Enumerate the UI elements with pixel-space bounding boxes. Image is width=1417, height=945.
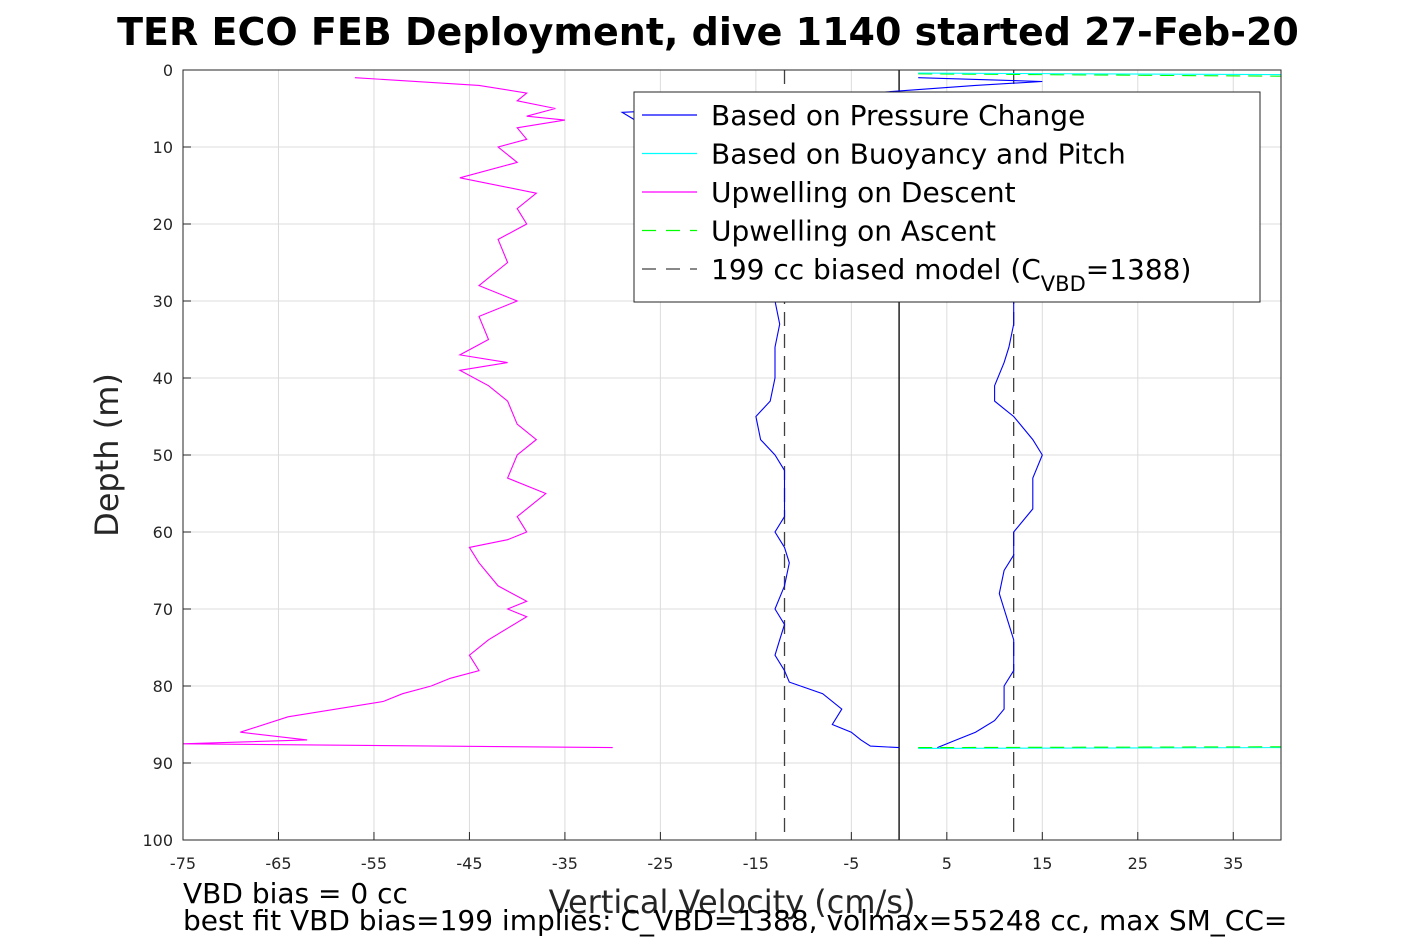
y-tick-labels: 0 10 20 30 40 50 60 70 80 90 100 [142, 61, 173, 850]
y-axis-label: Depth (m) [88, 373, 126, 537]
y-tick-label: 10 [153, 138, 173, 157]
x-tick-label: 15 [1032, 854, 1052, 873]
legend-label: 199 cc biased model (CVBD=1388) [711, 253, 1191, 296]
legend-label: Based on Pressure Change [711, 99, 1085, 132]
y-tick-label: 40 [153, 369, 173, 388]
y-tick-label: 60 [153, 523, 173, 542]
legend-box [633, 91, 1261, 303]
x-tick-label: -35 [552, 854, 578, 873]
x-tick-label: 35 [1223, 854, 1243, 873]
legend-label-subscript: VBD [1041, 272, 1086, 296]
y-tick-label: 80 [153, 677, 173, 696]
x-tick-label: -55 [361, 854, 387, 873]
legend-label: Upwelling on Descent [711, 176, 1016, 209]
x-tick-label: -5 [843, 854, 859, 873]
x-tick-label: 5 [942, 854, 952, 873]
x-tick-label: -45 [456, 854, 482, 873]
x-tick-label: 25 [1128, 854, 1148, 873]
series-lines [182, 72, 1282, 749]
x-tick-label: -75 [170, 854, 196, 873]
x-axis-label: Vertical Velocity (cm/s) [549, 883, 916, 921]
y-tick-label: 100 [142, 831, 173, 850]
legend-label: Based on Buoyancy and Pitch [711, 138, 1126, 171]
x-tick-label: -65 [265, 854, 291, 873]
series-line-buoyancy_pitch [918, 747, 1282, 749]
x-tick-labels: -75 -65 -55 -45 -35 -25 -15 -5 5 15 25 35 [170, 854, 1244, 873]
series-line-pressure_ascent [937, 301, 1043, 749]
chart-title: TER ECO FEB Deployment, dive 1140 starte… [117, 10, 1299, 54]
series-line-upwelling_ascent_top [918, 73, 1282, 77]
series-line-upwelling_ascent [918, 746, 1282, 749]
x-tick-label: -15 [743, 854, 769, 873]
vbd-bias-note: VBD bias = 0 cc [183, 877, 408, 910]
y-tick-label: 70 [153, 600, 173, 619]
x-tick-label: -25 [647, 854, 673, 873]
series-line-upwelling_descent [182, 77, 613, 749]
legend-label-main: 199 cc biased model (C [711, 253, 1041, 286]
legend-label-tail: =1388) [1086, 253, 1192, 286]
y-tick-label: 0 [163, 61, 173, 80]
legend-label: Upwelling on Ascent [711, 215, 996, 248]
legend: Based on Pressure Change Based on Buoyanc… [633, 91, 1261, 303]
series-line-buoyancy_top [918, 72, 1282, 76]
y-tick-label: 90 [153, 754, 173, 773]
best-fit-note: best fit VBD bias=199 implies: C_VBD=138… [183, 904, 1287, 937]
y-tick-label: 50 [153, 446, 173, 465]
y-tick-label: 20 [153, 215, 173, 234]
y-tick-label: 30 [153, 292, 173, 311]
plot-area-frame [182, 69, 1282, 841]
